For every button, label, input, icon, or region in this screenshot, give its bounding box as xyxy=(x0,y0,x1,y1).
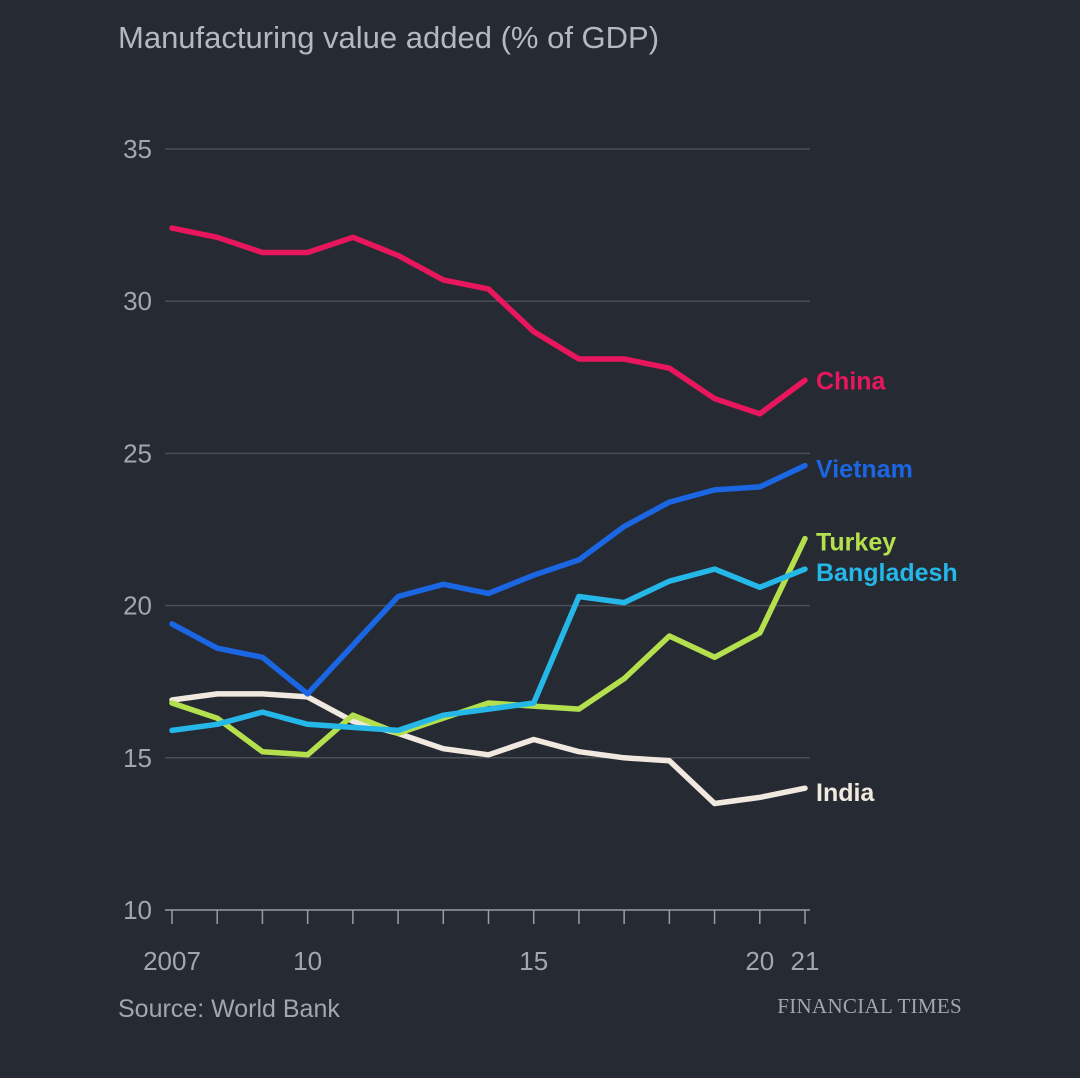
gridlines xyxy=(165,148,810,759)
chart-title: Manufacturing value added (% of GDP) xyxy=(118,20,659,55)
series-line-vietnam xyxy=(169,462,808,697)
y-tick-label-10: 10 xyxy=(123,895,152,925)
y-tick-label-35: 35 xyxy=(123,134,152,164)
x-axis: 2007 10 15 20 21 xyxy=(143,909,820,976)
ft-logo: FINANCIAL TIMES xyxy=(777,994,962,1018)
y-tick-label-25: 25 xyxy=(123,438,152,468)
series-lines xyxy=(169,225,808,807)
y-tick-label-20: 20 xyxy=(123,591,152,621)
y-tick-label-30: 30 xyxy=(123,286,152,316)
series-label-turkey: Turkey xyxy=(816,529,896,557)
series-label-bangladesh: Bangladesh xyxy=(816,559,958,587)
series-line-china xyxy=(169,225,808,417)
x-tick-label-15: 15 xyxy=(519,946,548,976)
series-line-bangladesh xyxy=(169,566,808,734)
y-axis-ticks: 10 15 20 25 30 35 xyxy=(123,134,152,925)
y-tick-label-15: 15 xyxy=(123,743,152,773)
series-line-india xyxy=(169,691,808,807)
series-label-vietnam: Vietnam xyxy=(816,456,913,484)
x-tick-label-20: 20 xyxy=(745,946,774,976)
source-note: Source: World Bank xyxy=(118,995,340,1023)
x-tick-label-21: 21 xyxy=(791,946,820,976)
x-tick-label-2007: 2007 xyxy=(143,946,201,976)
series-label-china: China xyxy=(816,367,887,395)
series-line-turkey xyxy=(169,535,808,758)
x-tick-label-10: 10 xyxy=(293,946,322,976)
series-label-india: India xyxy=(816,779,875,807)
